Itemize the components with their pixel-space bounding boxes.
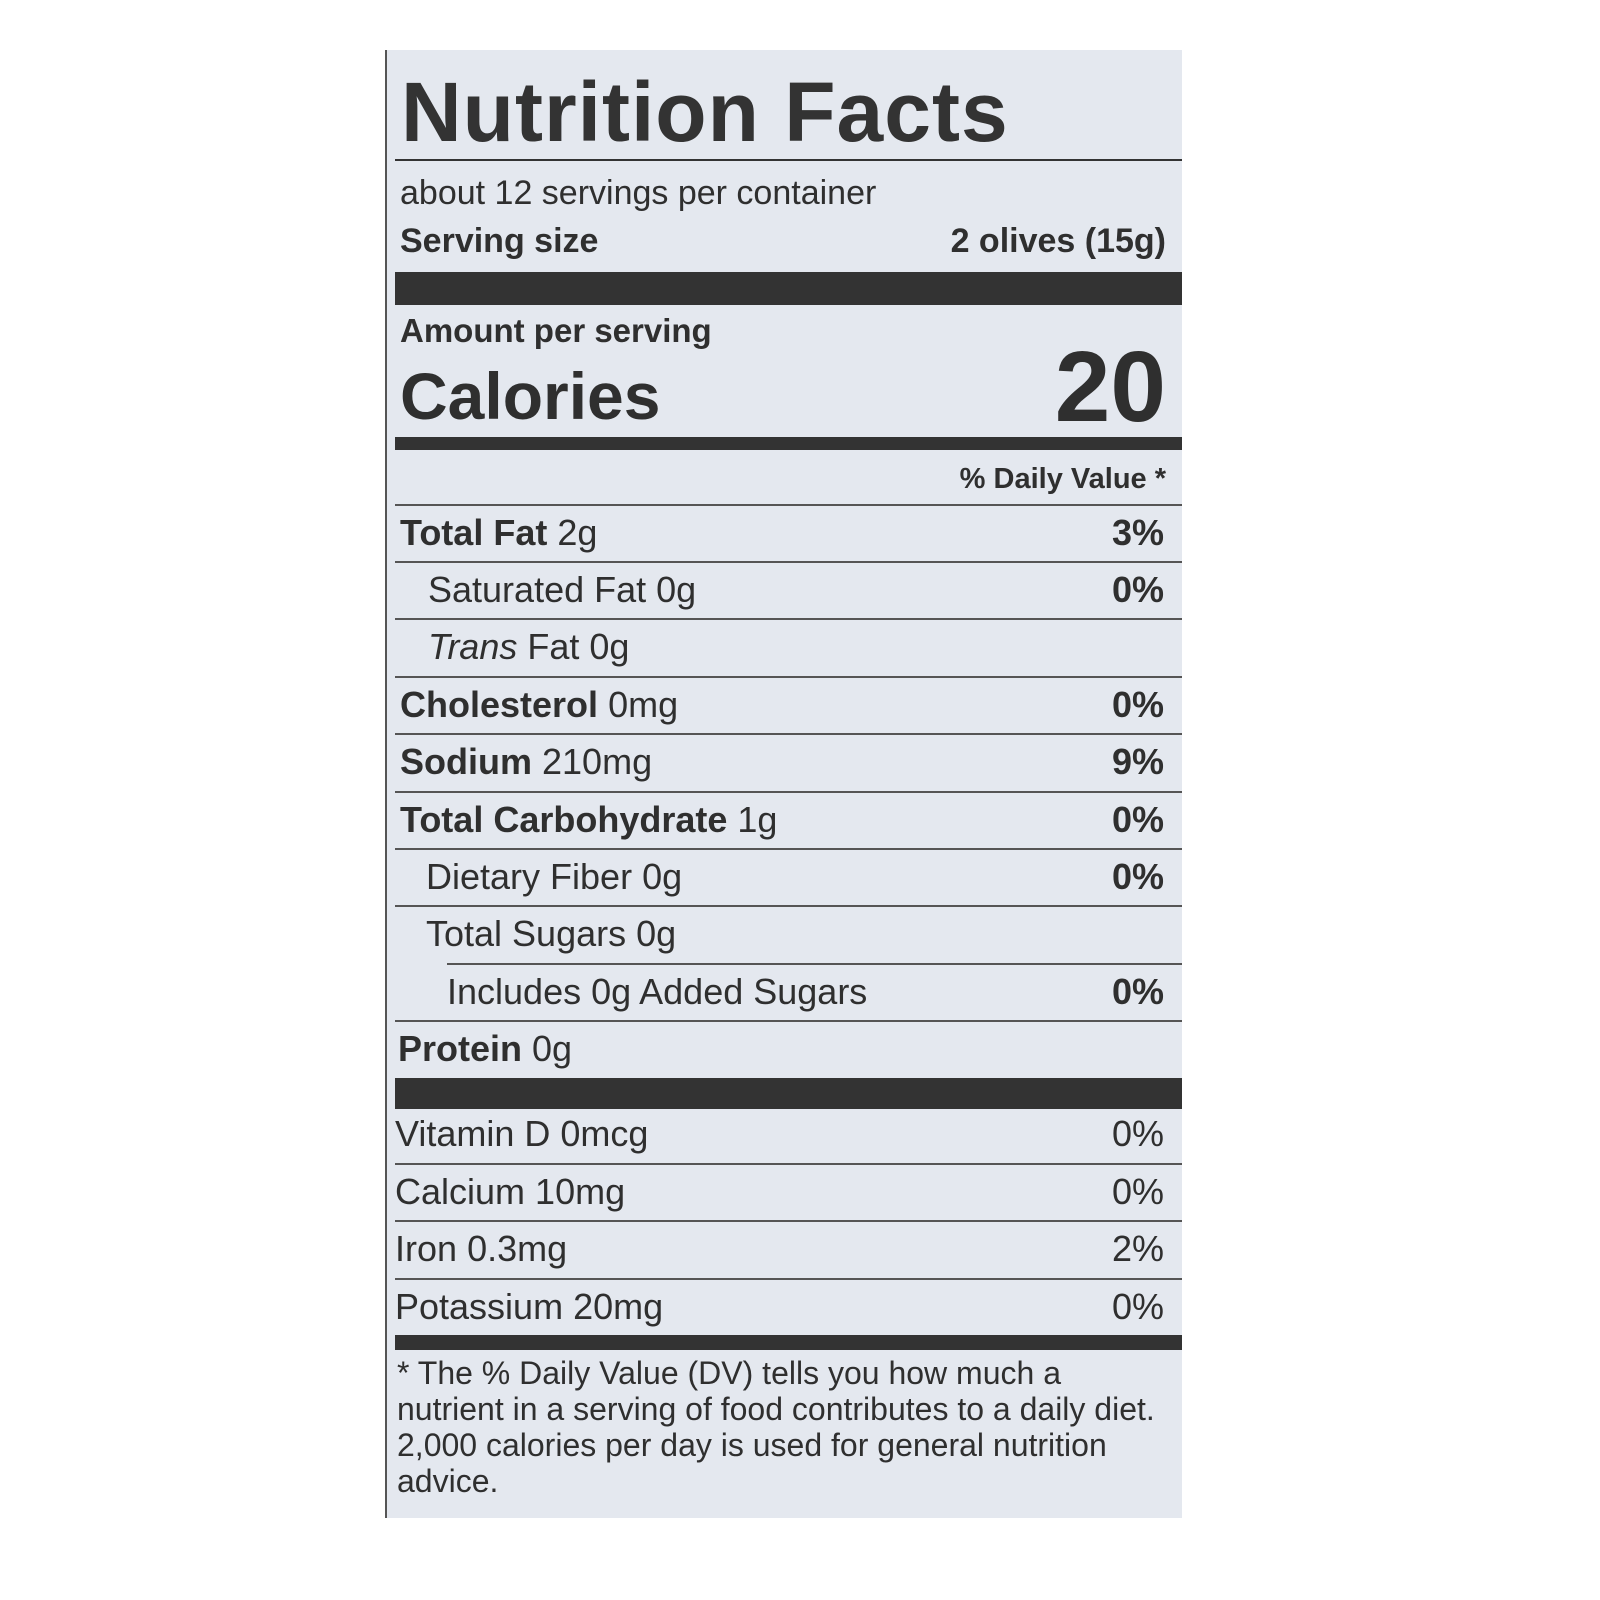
servings-per-container: about 12 servings per container [400, 174, 877, 212]
nutrient-name-rest: Fat [527, 626, 580, 667]
serving-size-value: 2 olives (15g) [950, 222, 1166, 260]
vitamin-name: Potassium [395, 1286, 564, 1327]
nutrient-dv: 9% [1111, 741, 1164, 782]
vitamin-amount: 0mcg [560, 1113, 649, 1154]
vitamin-dv: 0% [1111, 1286, 1164, 1327]
nutrient-row-dietary-fiber: Dietary Fiber 0g 0% [395, 848, 1182, 907]
nutrient-amount: 0g [636, 913, 677, 954]
nutrient-dv: 0% [1111, 569, 1164, 610]
nutrient-amount: 1g [737, 799, 778, 840]
calories-value: 20 [1054, 331, 1166, 443]
nutrient-name: Total Carbohydrate [400, 799, 728, 840]
vitamin-dv: 0% [1111, 1113, 1164, 1154]
thick-divider [395, 272, 1182, 305]
nutrient-name: Dietary Fiber [426, 856, 633, 897]
nutrient-amount: 0g [656, 569, 697, 610]
nutrient-dv: 0% [1111, 684, 1164, 725]
medium-divider [395, 1335, 1182, 1350]
daily-value-header: % Daily Value * [959, 463, 1166, 495]
nutrient-dv: 0% [1111, 971, 1164, 1012]
vitamin-dv: 0% [1111, 1171, 1164, 1212]
medium-divider [395, 437, 1182, 450]
nutrient-row-total-carbohydrate: Total Carbohydrate 1g 0% [395, 791, 1182, 850]
nutrient-row-trans-fat: Trans Fat 0g [395, 618, 1182, 677]
nutrient-name: Includes 0g Added Sugars [447, 971, 868, 1012]
divider [395, 159, 1182, 161]
nutrient-amount: 210mg [542, 741, 653, 782]
nutrient-amount: 0g [532, 1028, 573, 1069]
nutrient-name: Sodium [400, 741, 532, 782]
nutrient-dv: 0% [1111, 799, 1164, 840]
nutrient-amount: 0g [642, 856, 683, 897]
nutrient-row-cholesterol: Cholesterol 0mg 0% [395, 676, 1182, 735]
nutrient-dv: 3% [1111, 512, 1164, 553]
vitamin-name: Calcium [395, 1171, 526, 1212]
nutrient-amount: 0mg [608, 684, 679, 725]
nutrition-facts-label: Nutrition Facts about 12 servings per co… [385, 50, 1182, 1518]
nutrient-row-protein: Protein 0g [395, 1020, 1182, 1079]
vitamin-row-calcium: Calcium 10mg 0% [395, 1163, 1182, 1222]
thick-divider [395, 1078, 1182, 1109]
nutrient-row-saturated-fat: Saturated Fat 0g 0% [395, 561, 1182, 620]
nutrient-name: Total Sugars [426, 913, 627, 954]
vitamin-name: Iron [395, 1228, 458, 1269]
vitamin-amount: 0.3mg [467, 1228, 568, 1269]
amount-per-serving: Amount per serving [400, 312, 712, 349]
vitamin-name: Vitamin D [395, 1113, 551, 1154]
nutrient-row-total-fat: Total Fat 2g 3% [395, 504, 1182, 563]
vitamin-row-vitamin-d: Vitamin D 0mcg 0% [395, 1107, 1182, 1164]
nutrient-row-total-sugars: Total Sugars 0g [395, 905, 1182, 964]
nutrient-name: Saturated Fat [428, 569, 647, 610]
nutrient-name: Total Fat [400, 512, 548, 553]
nutrient-name: Protein [398, 1028, 523, 1069]
calories-label: Calories [400, 359, 661, 433]
nutrient-row-sodium: Sodium 210mg 9% [395, 733, 1182, 792]
vitamin-row-iron: Iron 0.3mg 2% [395, 1220, 1182, 1279]
footnote: * The % Daily Value (DV) tells you how m… [397, 1355, 1155, 1499]
nutrient-amount: 2g [557, 512, 598, 553]
nutrient-amount: 0g [589, 626, 630, 667]
serving-size-label: Serving size [400, 222, 599, 260]
nutrient-name: Cholesterol [400, 684, 599, 725]
label-title: Nutrition Facts [401, 65, 1009, 159]
nutrient-dv: 0% [1111, 856, 1164, 897]
vitamin-dv: 2% [1111, 1228, 1164, 1269]
nutrient-row-added-sugars: Includes 0g Added Sugars 0% [447, 963, 1182, 1022]
nutrient-name: Trans [428, 626, 518, 667]
vitamin-amount: 20mg [573, 1286, 664, 1327]
vitamin-amount: 10mg [535, 1171, 626, 1212]
vitamin-row-potassium: Potassium 20mg 0% [395, 1278, 1182, 1337]
